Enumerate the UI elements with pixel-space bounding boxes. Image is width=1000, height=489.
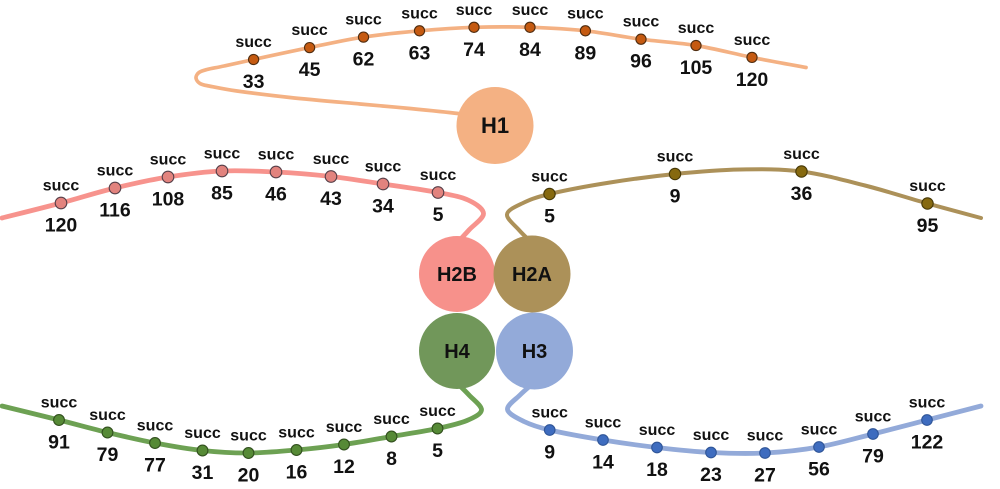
svg-text:succ: succ (783, 146, 820, 163)
svg-text:succ: succ (909, 178, 946, 195)
svg-text:36: 36 (791, 183, 813, 205)
svg-text:H1: H1 (481, 113, 509, 138)
svg-text:succ: succ (258, 147, 295, 164)
svg-text:succ: succ (235, 34, 272, 51)
svg-text:84: 84 (519, 39, 541, 61)
svg-text:12: 12 (333, 456, 355, 478)
svg-text:succ: succ (531, 405, 568, 422)
svg-text:succ: succ (678, 20, 715, 37)
svg-text:20: 20 (238, 465, 260, 487)
svg-text:succ: succ (230, 428, 267, 445)
svg-text:63: 63 (409, 42, 431, 64)
svg-text:79: 79 (97, 444, 119, 466)
svg-text:79: 79 (862, 446, 884, 468)
svg-text:succ: succ (89, 407, 126, 424)
svg-text:succ: succ (531, 169, 568, 186)
svg-text:succ: succ (43, 178, 80, 195)
svg-text:succ: succ (801, 422, 838, 439)
svg-text:43: 43 (320, 188, 342, 210)
svg-text:95: 95 (917, 215, 939, 237)
svg-text:34: 34 (372, 196, 394, 218)
svg-text:succ: succ (855, 409, 892, 426)
svg-text:succ: succ (734, 32, 771, 49)
svg-text:33: 33 (243, 71, 265, 93)
svg-text:succ: succ (623, 14, 660, 31)
svg-text:116: 116 (99, 200, 131, 222)
svg-text:5: 5 (433, 204, 444, 226)
svg-text:succ: succ (150, 152, 187, 169)
svg-text:succ: succ (345, 12, 382, 29)
svg-text:H2B: H2B (437, 264, 477, 286)
svg-text:108: 108 (152, 189, 185, 211)
svg-text:succ: succ (184, 425, 221, 442)
svg-text:74: 74 (463, 39, 485, 61)
svg-text:5: 5 (432, 440, 443, 462)
svg-text:succ: succ (909, 395, 946, 412)
svg-text:5: 5 (544, 206, 555, 228)
svg-text:succ: succ (567, 5, 604, 22)
svg-text:succ: succ (747, 428, 784, 445)
svg-text:89: 89 (575, 42, 597, 64)
svg-text:succ: succ (401, 5, 438, 22)
svg-text:9: 9 (670, 186, 681, 208)
svg-text:succ: succ (137, 418, 174, 435)
svg-text:succ: succ (97, 163, 134, 180)
svg-text:105: 105 (680, 57, 713, 79)
svg-text:85: 85 (211, 183, 233, 205)
svg-text:succ: succ (41, 395, 78, 412)
svg-text:succ: succ (313, 151, 350, 168)
svg-text:62: 62 (353, 49, 375, 71)
svg-text:succ: succ (278, 425, 315, 442)
svg-text:succ: succ (420, 167, 457, 184)
svg-text:91: 91 (48, 432, 70, 454)
svg-text:23: 23 (700, 464, 722, 486)
svg-text:H3: H3 (522, 341, 548, 363)
svg-text:succ: succ (326, 419, 363, 436)
svg-text:succ: succ (373, 411, 410, 428)
svg-text:succ: succ (419, 403, 456, 420)
svg-text:succ: succ (456, 2, 493, 19)
svg-text:succ: succ (657, 149, 694, 166)
svg-text:H2A: H2A (512, 264, 552, 286)
svg-text:56: 56 (808, 459, 830, 481)
svg-text:120: 120 (736, 69, 769, 91)
svg-text:succ: succ (639, 422, 676, 439)
svg-text:45: 45 (299, 59, 321, 81)
svg-text:14: 14 (592, 452, 614, 474)
svg-text:16: 16 (286, 462, 308, 484)
svg-text:8: 8 (386, 448, 397, 470)
svg-text:H4: H4 (444, 341, 470, 363)
svg-text:46: 46 (265, 184, 287, 206)
svg-text:120: 120 (45, 215, 78, 237)
svg-text:succ: succ (204, 146, 241, 163)
svg-text:27: 27 (754, 465, 776, 487)
svg-text:9: 9 (544, 442, 555, 464)
svg-text:succ: succ (693, 427, 730, 444)
svg-text:succ: succ (585, 415, 622, 432)
svg-text:succ: succ (512, 2, 549, 19)
svg-text:77: 77 (144, 455, 166, 477)
svg-text:31: 31 (192, 462, 214, 484)
svg-text:succ: succ (291, 22, 328, 39)
svg-text:96: 96 (630, 51, 652, 73)
svg-text:succ: succ (365, 159, 402, 176)
svg-text:18: 18 (646, 459, 668, 481)
svg-text:122: 122 (911, 432, 944, 454)
